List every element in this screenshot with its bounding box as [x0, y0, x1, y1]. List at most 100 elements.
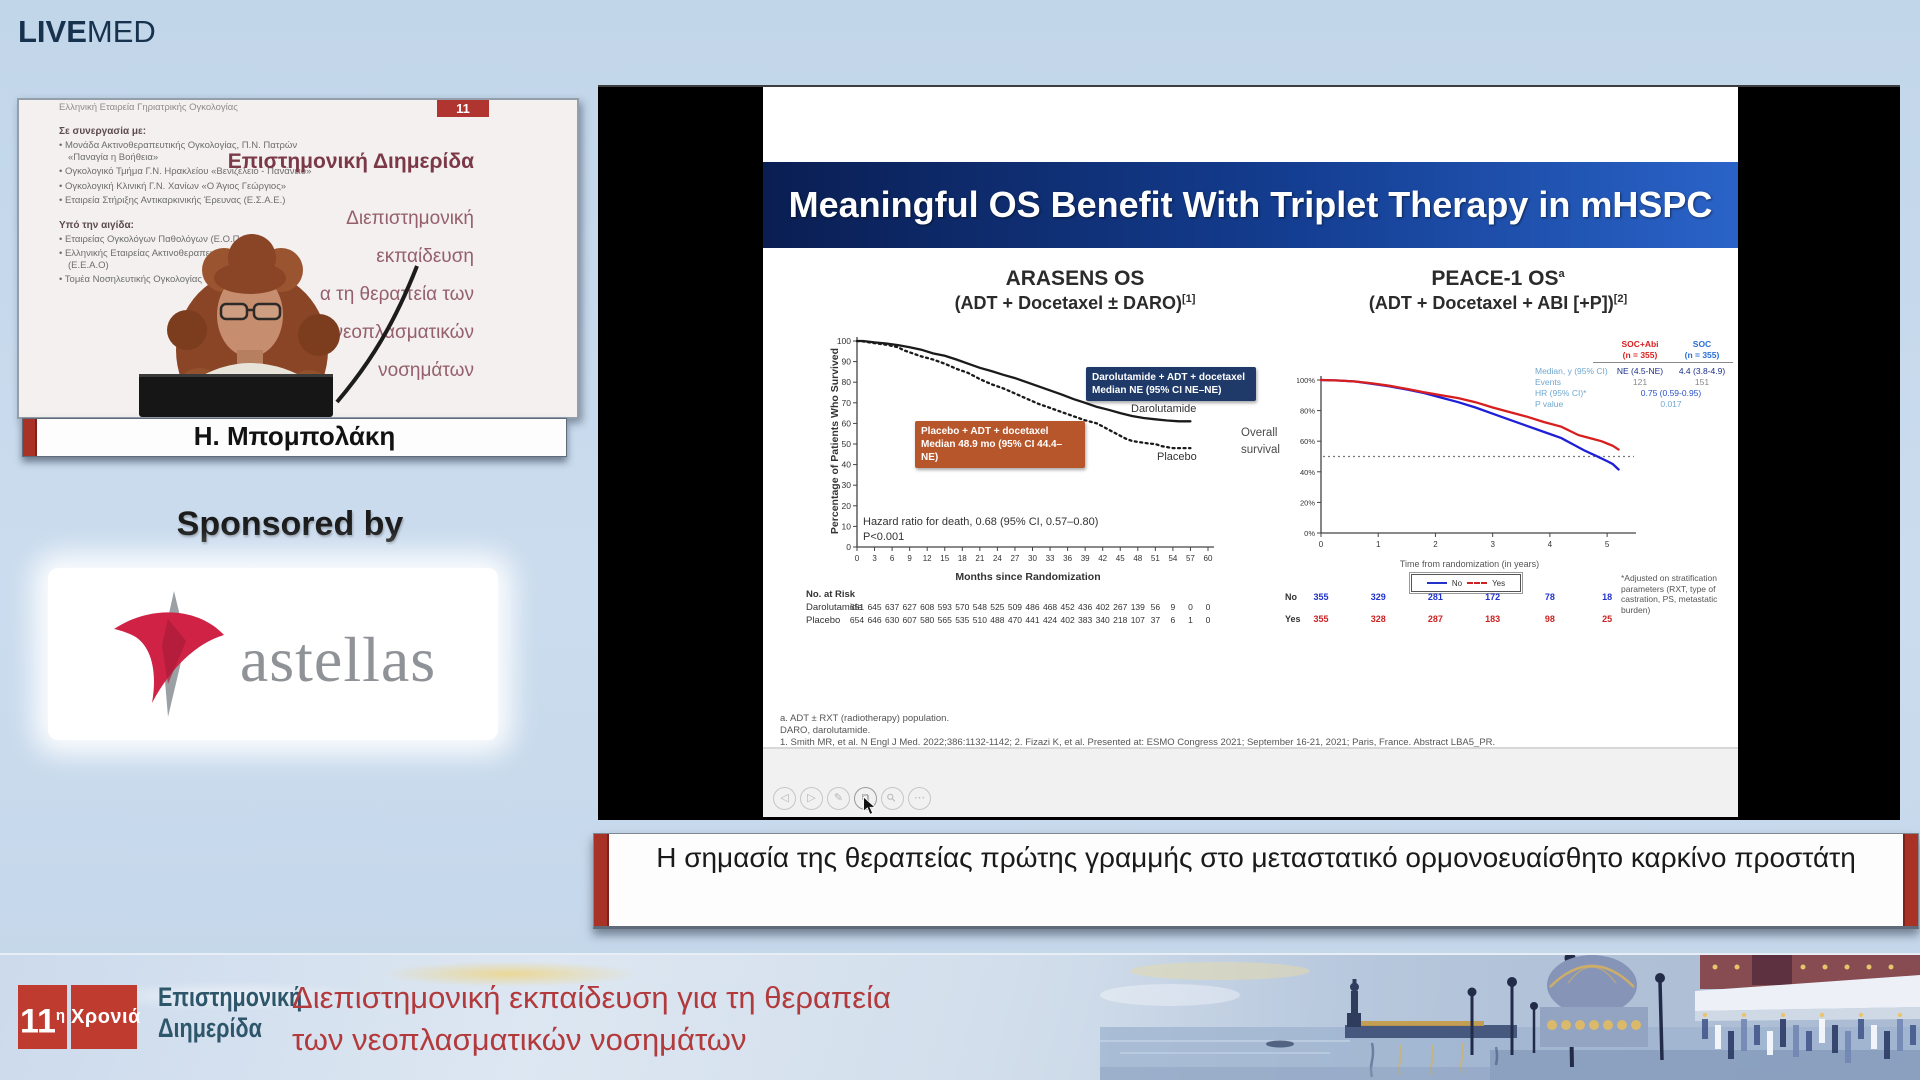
svg-text:80: 80 [842, 377, 852, 387]
risk-count: 329 [1370, 592, 1386, 602]
speaker-glasses [219, 302, 282, 321]
risk-count: 9 [1170, 602, 1176, 612]
astellas-star-icon [113, 591, 224, 717]
list-item: • Μονάδα Ακτινοθεραπευτικής Ογκολογίας, … [59, 140, 298, 163]
svg-text:60: 60 [1204, 554, 1213, 563]
svg-text:9: 9 [907, 554, 912, 563]
nameplate-accent-bar [23, 419, 37, 456]
banner-accent-left [594, 834, 609, 926]
risk-row-label: No [1285, 592, 1297, 602]
svg-text:4: 4 [1548, 540, 1553, 549]
risk-count: 468 [1042, 602, 1058, 612]
placebo-box-line1: Placebo + ADT + docetaxel [921, 426, 1049, 437]
risk-count: 424 [1042, 615, 1058, 625]
speaker-video[interactable]: Ελληνική Εταιρεία Γηριατρικής Ογκολογίας… [17, 98, 579, 419]
list-item: a. ADT ± RXT (radiotherapy) population. [780, 713, 950, 724]
list-item: νεοπλασματικών [333, 322, 474, 343]
sponsored-by-label: Sponsored by [176, 505, 404, 543]
arasens-subheading-text: (ADT + Docetaxel ± DARO) [954, 293, 1182, 313]
risk-count: 525 [990, 602, 1005, 612]
livemed-logo: LIVEMED [18, 14, 156, 50]
astellas-wordmark: astellas [239, 624, 437, 695]
overall-survival-line2: survival [1241, 444, 1280, 456]
risk-count: 383 [1078, 615, 1093, 625]
soc-abi-column-header: SOC+Abi (n = 355) [1621, 339, 1659, 360]
svg-text:30: 30 [1028, 554, 1037, 563]
legend-yes-line [1467, 582, 1488, 584]
zoom-button[interactable]: ⚲ [881, 787, 904, 810]
poster-collab-list: • Μονάδα Ακτινοθεραπευτικής Ογκολογίας, … [59, 140, 317, 207]
svg-text:30: 30 [842, 480, 852, 490]
year-badge: 11η [18, 985, 67, 1049]
speaker-nameplate: Η. Μπομπολάκη [22, 418, 567, 457]
risk-count: 535 [955, 615, 970, 625]
viewer-controls-bar: ◁ ▷ ✎ ⧉ ⚲ ⋯ [763, 747, 1738, 817]
next-slide-button[interactable]: ▷ [800, 787, 823, 810]
list-item: • Τομέα Νοσηλευτικής Ογκολογίας [59, 274, 202, 285]
overall-survival-label: Overall survival [1241, 425, 1305, 459]
cloud-decoration [380, 961, 640, 987]
arasens-x-axis-label: Months since Randomization [955, 571, 1101, 583]
harbor-painting [1100, 955, 1920, 1080]
svg-text:15: 15 [940, 554, 949, 563]
risk-count: 328 [1370, 614, 1386, 624]
slide-footnotes: a. ADT ± RXT (radiotherapy) population. D… [780, 713, 1495, 747]
risk-row-label: Darolutamide [806, 602, 863, 613]
peace1-km-chart: 0% 20% 40% 60% 80% 100% 0 1 2 3 4 5 [1297, 376, 1636, 549]
risk-count: 608 [920, 602, 935, 612]
risk-count: 452 [1060, 602, 1075, 612]
risk-count: 441 [1025, 615, 1040, 625]
peace1-stats-table: SOC+Abi (n = 355) SOC (n = 355) Median, y … [1535, 339, 1733, 410]
risk-count: 1 [1188, 615, 1193, 625]
darolutamide-curve-label: Darolutamide [1131, 403, 1197, 415]
risk-count: 355 [1313, 614, 1329, 624]
slide-page: Meaningful OS Benefit With Triplet Thera… [763, 87, 1738, 747]
list-item: εκπαίδευση [376, 246, 474, 267]
more-options-button[interactable]: ⋯ [908, 787, 931, 810]
placebo-curve-label: Placebo [1157, 451, 1197, 463]
poster-collab-heading: Σε συνεργασία με: [59, 126, 147, 137]
risk-count: 651 [849, 602, 865, 612]
session-title-banner: Η σημασία της θεραπείας πρώτης γραμμής σ… [593, 833, 1919, 929]
annotate-pen-button[interactable]: ✎ [827, 787, 850, 810]
course-title-line2: των νεοπλασματικών νοσημάτων [292, 1022, 747, 1057]
banner-accent-right [1903, 834, 1918, 926]
peace1-footnote-mark: a [1558, 268, 1565, 280]
risk-count: 18 [1602, 592, 1613, 602]
svg-text:36: 36 [1063, 554, 1072, 563]
risk-count: 630 [885, 615, 900, 625]
risk-table-heading: No. at Risk [806, 589, 856, 600]
peace1-x-axis-label: Time from randomization (in years) [1399, 559, 1540, 569]
risk-row-label: Yes [1285, 614, 1301, 624]
svg-text:54: 54 [1168, 554, 1177, 563]
risk-count: 654 [849, 615, 865, 625]
legend-yes-label: Yes [1492, 578, 1506, 588]
viewer-toolbar: ◁ ▷ ✎ ⧉ ⚲ ⋯ [773, 787, 931, 810]
daro-box-line1: Darolutamide + ADT + docetaxel [1092, 372, 1246, 383]
risk-count: 470 [1007, 615, 1023, 625]
svg-text:18: 18 [958, 554, 967, 563]
risk-count: 646 [867, 615, 882, 625]
hazard-ratio-text: Hazard ratio for death, 0.68 (95% CI, 0.… [863, 515, 1098, 545]
risk-count: 593 [937, 602, 952, 612]
previous-slide-button[interactable]: ◁ [773, 787, 796, 810]
event-title-line1: Επιστημονική [158, 982, 303, 1012]
stats-row-hr: HR (95% CI)* 0.75 (0.59-0.95) [1535, 388, 1702, 398]
svg-text:40%: 40% [1300, 468, 1315, 477]
svg-text:12: 12 [923, 554, 932, 563]
legend-no-line [1426, 582, 1447, 584]
risk-count: 436 [1078, 602, 1093, 612]
risk-count: 98 [1544, 614, 1555, 624]
slide-title-banner: Meaningful OS Benefit With Triplet Thera… [763, 162, 1738, 248]
stats-header-row: SOC+Abi (n = 355) SOC (n = 355) [1535, 339, 1733, 363]
risk-count: 510 [972, 615, 987, 625]
svg-text:60: 60 [842, 418, 852, 428]
speaker-fringe [214, 262, 286, 294]
svg-text:100%: 100% [1297, 376, 1315, 385]
poster-year-badge: 11 [437, 100, 489, 117]
mouse-cursor [863, 797, 877, 815]
stats-row-pvalue: P value 0.017 [1535, 399, 1682, 409]
session-title: Η σημασία της θεραπείας πρώτης γραμμής σ… [656, 842, 1856, 873]
poster-event-title: Επιστημονική Διημερίδα [227, 150, 474, 173]
